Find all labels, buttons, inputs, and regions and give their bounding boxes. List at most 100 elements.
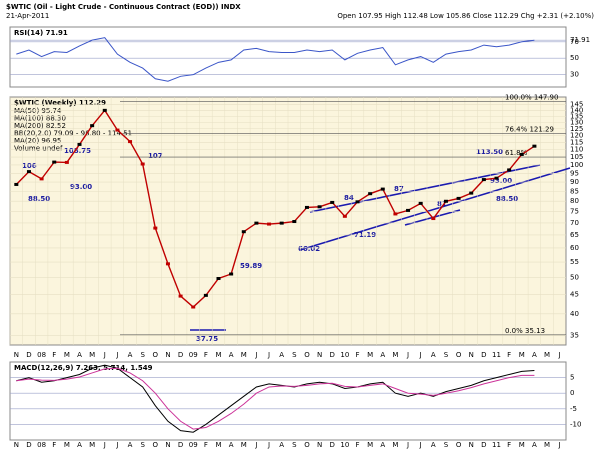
x-tick-label: A [229,351,234,359]
y-tick-label: 90 [570,178,579,186]
fib-label: 0.0% 35.13 [505,327,545,335]
candle [90,124,95,128]
candle [330,200,335,204]
candle [254,221,259,225]
annotation: 88.50 [496,195,518,203]
panel-title: MACD(12,26,9) 7.263, 5.714, 1.549 [14,364,153,372]
x-tick-label: N [469,441,474,449]
y-tick-label: -10 [570,420,581,428]
candle [52,160,57,164]
candle [368,192,373,196]
y-tick-label: 5 [570,374,574,382]
x-tick-label: M [64,351,70,359]
y-tick-label: 145 [570,101,583,109]
annotation: 93.00 [70,183,92,191]
x-tick-label: D [26,441,31,449]
x-tick-label: J [254,351,257,359]
y-tick-label: 70 [570,38,579,46]
x-tick-label: D [26,351,31,359]
x-tick-label: N [14,351,19,359]
symbol: $WTIC (Oil - Light Crude - Continuous Co… [6,3,241,11]
x-tick-label: J [267,351,270,359]
candle [102,108,107,112]
candle [77,142,82,146]
annotation: 81 [437,200,447,208]
fib-label: 61.8% [505,149,528,157]
x-tick-label: O [304,351,310,359]
x-tick-label: J [103,441,106,449]
candle [406,208,411,212]
y-tick-label: 45 [570,291,579,299]
candle [64,160,69,164]
x-tick-label: O [153,351,159,359]
x-tick-label: O [153,441,159,449]
annotation: 87 [394,185,404,193]
candle [241,230,246,234]
candle [153,226,158,230]
x-tick-label: J [419,441,422,449]
y-tick-label: 0 [570,389,574,397]
x-tick-label: 10 [340,441,349,449]
candle [229,272,234,276]
y-tick-label: 105 [570,153,583,161]
x-tick-label: M [367,441,373,449]
y-tick-label: 115 [570,138,583,146]
x-tick-label: F [507,351,511,359]
x-tick-label: A [77,441,82,449]
annotation: 88.50 [28,195,50,203]
y-tick-label: 30 [570,71,579,79]
candle [115,128,120,132]
x-tick-label: J [115,351,118,359]
x-tick-label: A [380,441,385,449]
x-tick-label: 11 [492,351,501,359]
legend-entry: MA(50) 95.74 [14,107,62,115]
candle [507,168,512,172]
x-tick-label: J [406,351,409,359]
candle [39,177,44,181]
macd-panel [9,361,567,441]
annotation: 84 [344,194,354,202]
y-tick-label: 95 [570,169,579,177]
x-tick-label: J [406,441,409,449]
y-tick-label: 140 [570,106,583,114]
x-tick-label: A [431,351,436,359]
x-tick-label: M [367,351,373,359]
x-tick-label: J [254,441,257,449]
x-tick-label: N [317,351,322,359]
x-tick-label: D [481,441,486,449]
candle [469,191,474,195]
x-tick-label: S [140,441,145,449]
x-tick-label: A [532,351,537,359]
x-tick-label: D [178,441,183,449]
x-tick-label: 11 [492,441,501,449]
candle [317,205,322,209]
x-tick-label: A [128,351,133,359]
x-tick-label: F [355,351,359,359]
rsi-panel [9,26,567,88]
x-tick-label: M [215,351,221,359]
x-tick-label: N [469,351,474,359]
y-tick-label: 71.91 [570,36,590,44]
y-tick-label: 60 [570,244,579,252]
candle [380,187,385,191]
x-tick-label: F [52,441,56,449]
x-tick-label: A [380,351,385,359]
candle [494,176,499,180]
x-tick-label: N [165,351,170,359]
x-tick-label: S [444,351,449,359]
date: 21-Apr-2011 [6,12,49,20]
y-tick-label: 75 [570,208,579,216]
y-tick-label: 35 [570,331,579,339]
candle [191,305,196,309]
annotation: 66.02 [298,245,320,253]
y-tick-label: 50 [570,54,579,62]
legend-entry: MA(200) 82.52 [14,122,66,130]
candle [355,200,360,204]
annotation: 37.75 [196,335,218,343]
x-tick-label: M [215,441,221,449]
x-tick-label: M [89,441,95,449]
x-tick-label: M [241,351,247,359]
x-tick-label: N [165,441,170,449]
trendline [309,164,541,213]
